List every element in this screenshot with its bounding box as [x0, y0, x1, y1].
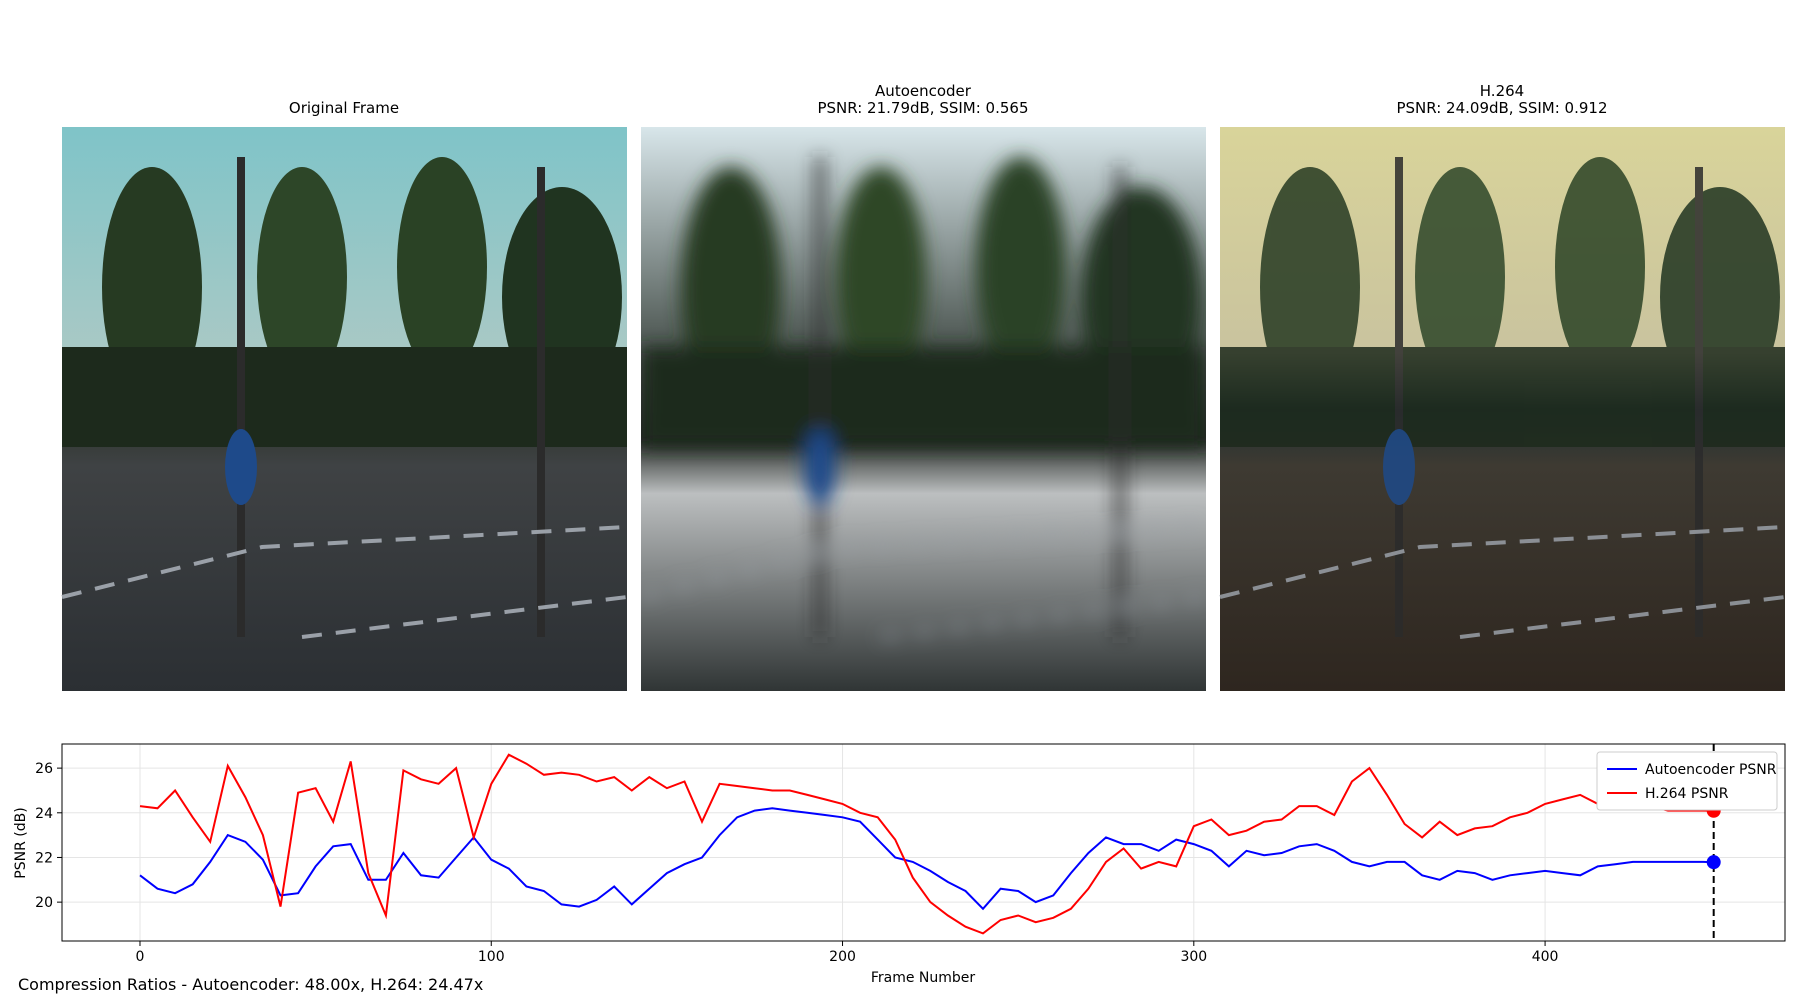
panel-title: Original Frame: [289, 99, 399, 117]
x-tick-label: 200: [829, 949, 856, 965]
panel-title: Autoencoder: [875, 82, 972, 100]
x-tick-label: 0: [136, 949, 145, 965]
panel-title: H.264: [1480, 82, 1524, 100]
footer-text: Compression Ratios - Autoencoder: 48.00x…: [18, 975, 483, 994]
x-tick-label: 300: [1180, 949, 1207, 965]
current-point: [1706, 855, 1721, 870]
line-series: [139, 807, 1714, 911]
plot-frame: [61, 743, 1786, 942]
x-axis-label: Frame Number: [871, 970, 976, 986]
y-tick-label: 24: [35, 806, 53, 822]
y-tick-label: 26: [35, 761, 53, 777]
x-tick-label: 400: [1532, 949, 1559, 965]
legend-box: [1596, 751, 1778, 811]
x-tick-label: 100: [478, 949, 505, 965]
line-series: [139, 753, 1714, 935]
legend-label: Autoencoder PSNR: [1645, 762, 1777, 778]
y-tick-label: 22: [35, 850, 53, 866]
legend-label: H.264 PSNR: [1645, 786, 1729, 802]
panel-subtitle: PSNR: 24.09dB, SSIM: 0.912: [1396, 99, 1607, 117]
panel-subtitle: PSNR: 21.79dB, SSIM: 0.565: [817, 99, 1028, 117]
y-tick-label: 20: [35, 895, 53, 911]
image-original: [60, 127, 629, 691]
y-axis-label: PSNR (dB): [13, 807, 29, 878]
image-h264: [1218, 127, 1787, 691]
image-autoencoder: [641, 127, 1206, 691]
